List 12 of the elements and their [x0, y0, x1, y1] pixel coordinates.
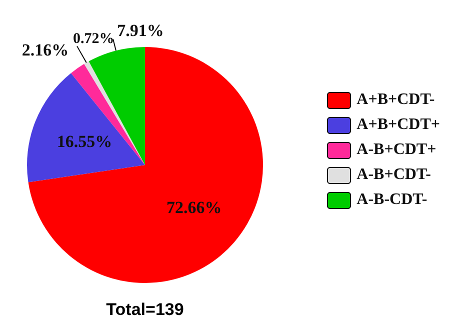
data-label: 72.66%: [166, 198, 222, 217]
legend-label: A-B+CDT-: [356, 166, 431, 184]
legend-label: A-B-CDT-: [356, 191, 428, 209]
pie-slice: [27, 73, 145, 182]
legend-label: A+B+CDT+: [356, 116, 440, 134]
data-label: 7.91%: [117, 21, 164, 40]
legend-label: A-B+CDT+: [356, 141, 436, 159]
text: Total=139: [105, 300, 185, 320]
legend-label: A+B+CDT-: [356, 91, 435, 109]
data-label: 2.16%: [22, 40, 69, 60]
data-label: 0.72%: [73, 31, 114, 48]
data-label: 16.55%: [56, 132, 112, 151]
